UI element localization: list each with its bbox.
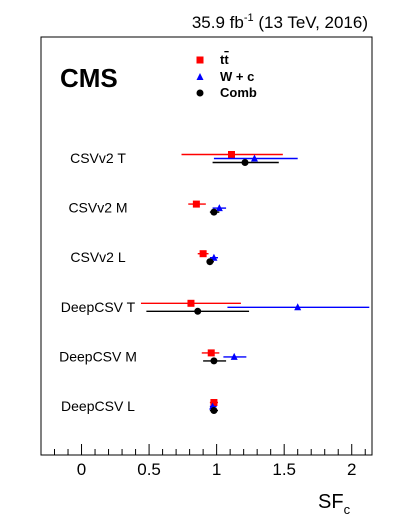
- data-point-triangle: [196, 73, 204, 80]
- data-point-square: [199, 250, 207, 258]
- x-tick-label: 0.5: [137, 460, 161, 479]
- data-point-circle: [196, 89, 204, 97]
- category-label: CSVv2 T: [70, 150, 126, 166]
- data-point-square: [227, 151, 235, 158]
- x-tick-label: 2: [347, 460, 356, 479]
- data-point-circle: [210, 407, 218, 414]
- x-tick-label: 1.5: [272, 460, 296, 479]
- x-axis-label: SFc: [318, 491, 351, 517]
- data-points: [140, 151, 370, 414]
- legend-entry-label: tt: [220, 52, 229, 67]
- data-point-triangle: [294, 303, 302, 311]
- experiment-label: CMS: [60, 63, 118, 93]
- category-label: CSVv2 M: [68, 200, 127, 216]
- data-point-circle: [241, 159, 249, 166]
- data-point-square: [207, 349, 215, 357]
- legend-entry-label: Comb: [220, 85, 257, 100]
- category-label: DeepCSV M: [59, 348, 137, 364]
- data-point-square: [210, 399, 218, 406]
- data-point-circle: [210, 357, 218, 365]
- data-point-circle: [210, 208, 218, 216]
- luminosity-label: 35.9 fb-1 (13 TeV, 2016): [192, 12, 368, 32]
- category-label: DeepCSV L: [61, 398, 135, 414]
- data-point-triangle: [210, 253, 218, 261]
- data-point-triangle: [250, 154, 258, 162]
- category-labels: CSVv2 T CSVv2 M CSVv2 L DeepCSV T DeepCSV M D…: [59, 150, 137, 414]
- data-point-square: [187, 299, 195, 307]
- data-point-triangle: [230, 352, 238, 360]
- data-point-circle: [206, 258, 214, 266]
- data-point-circle: [194, 307, 202, 315]
- category-label: DeepCSV T: [61, 299, 136, 315]
- data-point-square: [196, 56, 204, 64]
- x-tick-label: 0: [77, 460, 86, 479]
- plot-frame: [40, 36, 373, 456]
- x-tick-label: 1: [212, 460, 221, 479]
- category-label: CSVv2 L: [70, 249, 125, 265]
- legend-entry-label: W + c: [220, 69, 254, 84]
- data-point-triangle: [215, 204, 223, 212]
- data-point-square: [192, 200, 200, 208]
- x-axis: 0 0.5 1 1.5 2: [54, 444, 366, 479]
